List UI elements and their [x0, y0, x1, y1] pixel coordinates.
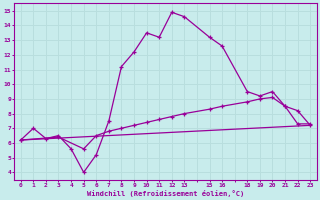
X-axis label: Windchill (Refroidissement éolien,°C): Windchill (Refroidissement éolien,°C) — [87, 190, 244, 197]
